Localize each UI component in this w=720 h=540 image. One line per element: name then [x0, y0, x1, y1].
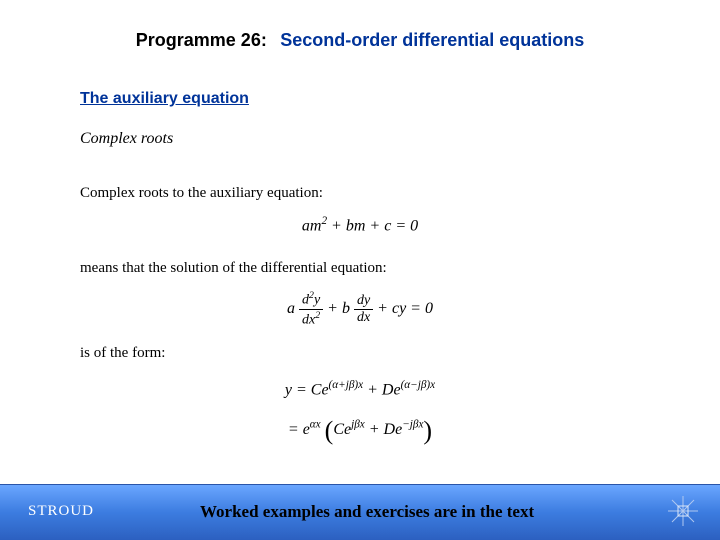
- brand-label: STROUD: [28, 503, 94, 520]
- body-line-3: is of the form:: [80, 345, 165, 362]
- slide: Programme 26: Second-order differential …: [0, 0, 720, 540]
- equation-solution: y = Ce(α+jβ)x + De(α−jβ)x= eαx (Cejβx + …: [0, 375, 720, 455]
- compass-icon: [666, 494, 700, 528]
- slide-header: Programme 26: Second-order differential …: [0, 30, 720, 51]
- body-line-1: Complex roots to the auxiliary equation:: [80, 185, 323, 202]
- body-line-2: means that the solution of the different…: [80, 260, 387, 277]
- equation-differential: a d2ydx2 + b dydx + cy = 0: [0, 290, 720, 328]
- programme-title: Second-order differential equations: [280, 30, 584, 50]
- section-subheading: Complex roots: [80, 130, 173, 148]
- equation-auxiliary: am2 + bm + c = 0: [0, 215, 720, 235]
- programme-label: Programme 26:: [136, 30, 267, 50]
- footer-note: Worked examples and exercises are in the…: [200, 502, 534, 522]
- footer-bar: STROUD Worked examples and exercises are…: [0, 484, 720, 540]
- section-heading: The auxiliary equation: [80, 90, 249, 108]
